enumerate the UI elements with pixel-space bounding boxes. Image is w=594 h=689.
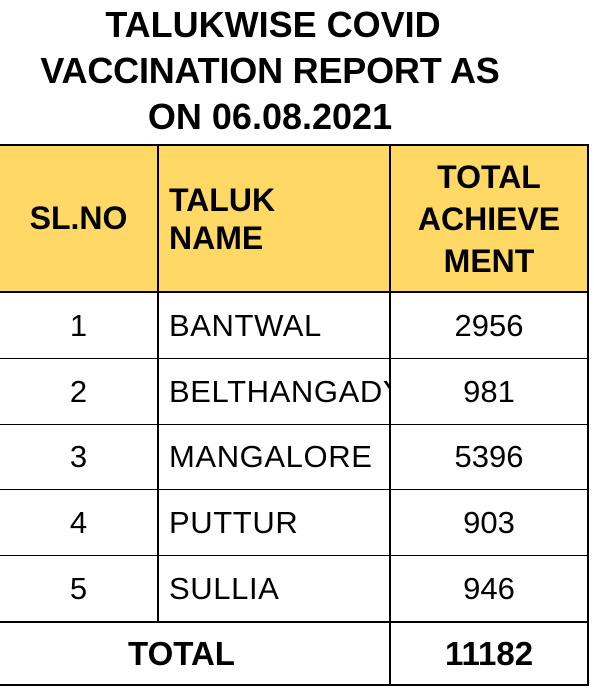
header-total-achievement: TOTAL ACHIEVE MENT	[391, 146, 587, 291]
row-divider	[0, 555, 589, 556]
column-divider	[157, 144, 159, 622]
report-title: TALUKWISE COVID VACCINATION REPORT AS ON…	[0, 2, 540, 140]
title-line-3: ON 06.08.2021	[147, 96, 393, 137]
row-2-achievement: 981	[463, 373, 515, 409]
row-4-sl-no: 4	[69, 504, 88, 540]
total-divider	[0, 621, 589, 623]
header-sl-no-label: SL.NO	[29, 200, 128, 236]
row-1-taluk: BANTWAL	[169, 307, 322, 343]
row-1-sl-no: 1	[69, 307, 88, 343]
row-5-sl-no: 5	[69, 570, 88, 606]
table-border-right	[587, 144, 589, 686]
row-3-achievement: 5396	[454, 439, 524, 474]
table-border-bottom	[0, 684, 589, 686]
table-border-top	[0, 144, 589, 146]
title-line-2: VACCINATION REPORT AS	[40, 50, 500, 91]
row-divider	[0, 489, 589, 490]
header-achievement-line-2: ACHIEVE	[417, 200, 561, 237]
row-1-achievement: 2956	[454, 307, 524, 343]
header-background	[0, 146, 588, 292]
row-4-taluk: PUTTUR	[169, 504, 299, 540]
column-divider	[389, 144, 391, 686]
header-sl-no: SL.NO	[0, 146, 157, 291]
row-3-taluk: MANGALORE	[169, 439, 373, 474]
total-label: TOTAL	[128, 634, 235, 672]
header-divider	[0, 291, 589, 293]
header-name-label: NAME	[169, 219, 264, 256]
row-divider	[0, 424, 589, 425]
title-line-1: TALUKWISE COVID	[105, 4, 441, 45]
row-2-sl-no: 2	[69, 373, 88, 409]
total-value: 11182	[444, 634, 534, 672]
header-taluk-label: TALUK	[169, 181, 276, 218]
header-achievement-line-1: TOTAL	[437, 158, 541, 195]
row-divider	[0, 358, 589, 359]
header-taluk-name: TALUK NAME	[159, 146, 389, 291]
row-3-sl-no: 3	[69, 439, 88, 474]
row-4-achievement: 903	[463, 504, 515, 540]
header-achievement-line-3: MENT	[443, 242, 535, 279]
row-5-taluk: SULLIA	[169, 570, 280, 606]
row-5-achievement: 946	[463, 570, 515, 606]
row-2-taluk: BELTHANGADY	[169, 373, 389, 409]
report-table: SL.NO TALUK NAME TOTAL ACHIEVE MENT 1 BA…	[0, 144, 589, 686]
